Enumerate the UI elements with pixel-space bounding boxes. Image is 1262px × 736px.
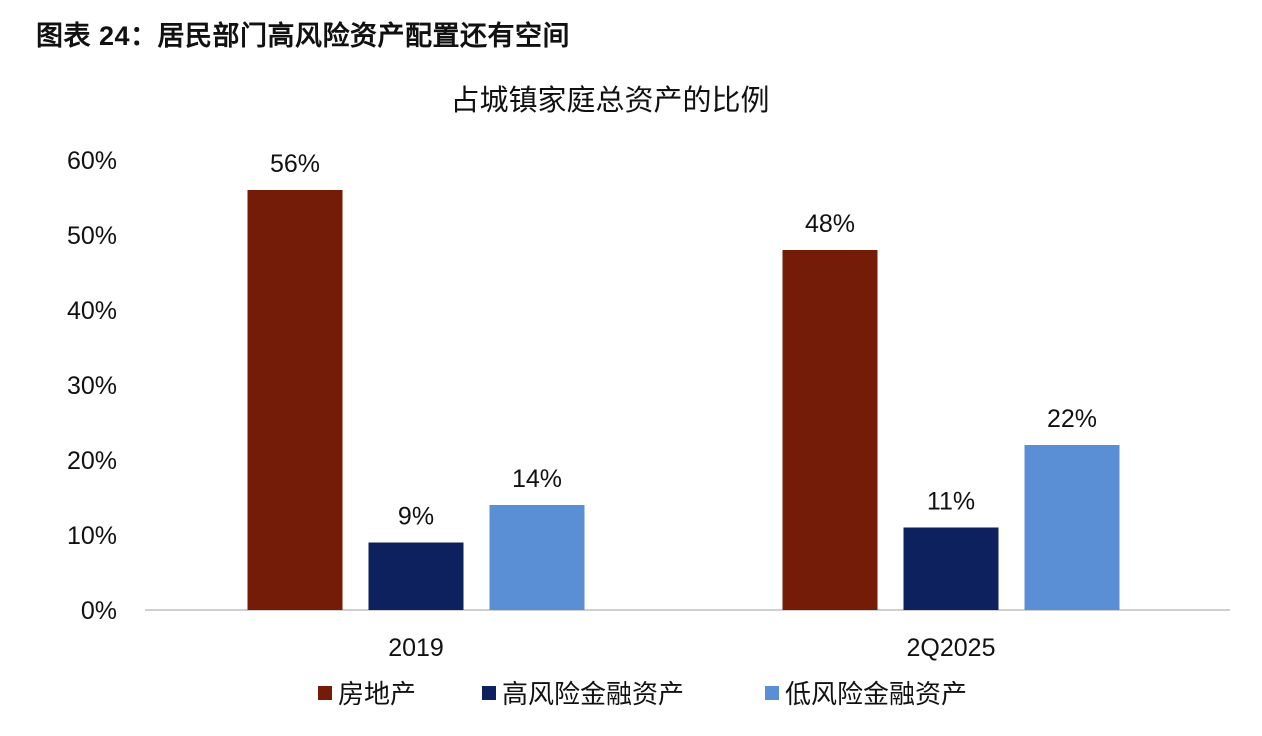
bar-0-0 bbox=[247, 190, 343, 610]
data-label: 11% bbox=[927, 488, 975, 516]
y-tick-label: 0% bbox=[81, 597, 117, 625]
bar-1-1 bbox=[903, 527, 999, 610]
y-tick-label: 10% bbox=[67, 522, 117, 550]
data-label: 22% bbox=[1047, 405, 1097, 433]
y-tick-label: 30% bbox=[67, 372, 117, 400]
x-tick-label: 2019 bbox=[388, 634, 444, 662]
data-label: 9% bbox=[398, 503, 434, 531]
data-label: 14% bbox=[512, 465, 562, 493]
chart-title: 占城镇家庭总资产的比例 bbox=[450, 84, 769, 117]
y-tick-label: 40% bbox=[67, 297, 117, 325]
bar-1-2 bbox=[1024, 445, 1120, 610]
y-tick-label: 60% bbox=[67, 147, 117, 175]
legend-swatch-2 bbox=[765, 686, 779, 700]
bar-1-0 bbox=[782, 250, 878, 610]
figure-title: 图表 24：居民部门高风险资产配置还有空间 bbox=[36, 21, 571, 51]
legend-swatch-1 bbox=[482, 686, 496, 700]
x-tick-label: 2Q2025 bbox=[907, 634, 996, 662]
bar-0-2 bbox=[489, 505, 585, 610]
legend-swatch-0 bbox=[318, 686, 332, 700]
legend-label-2: 低风险金融资产 bbox=[785, 679, 967, 709]
y-tick-label: 20% bbox=[67, 447, 117, 475]
data-label: 56% bbox=[270, 150, 320, 178]
legend-label-0: 房地产 bbox=[338, 679, 416, 709]
data-label: 48% bbox=[805, 210, 855, 238]
y-tick-label: 50% bbox=[67, 222, 117, 250]
legend-label-1: 高风险金融资产 bbox=[502, 679, 684, 709]
bar-0-1 bbox=[368, 542, 464, 610]
